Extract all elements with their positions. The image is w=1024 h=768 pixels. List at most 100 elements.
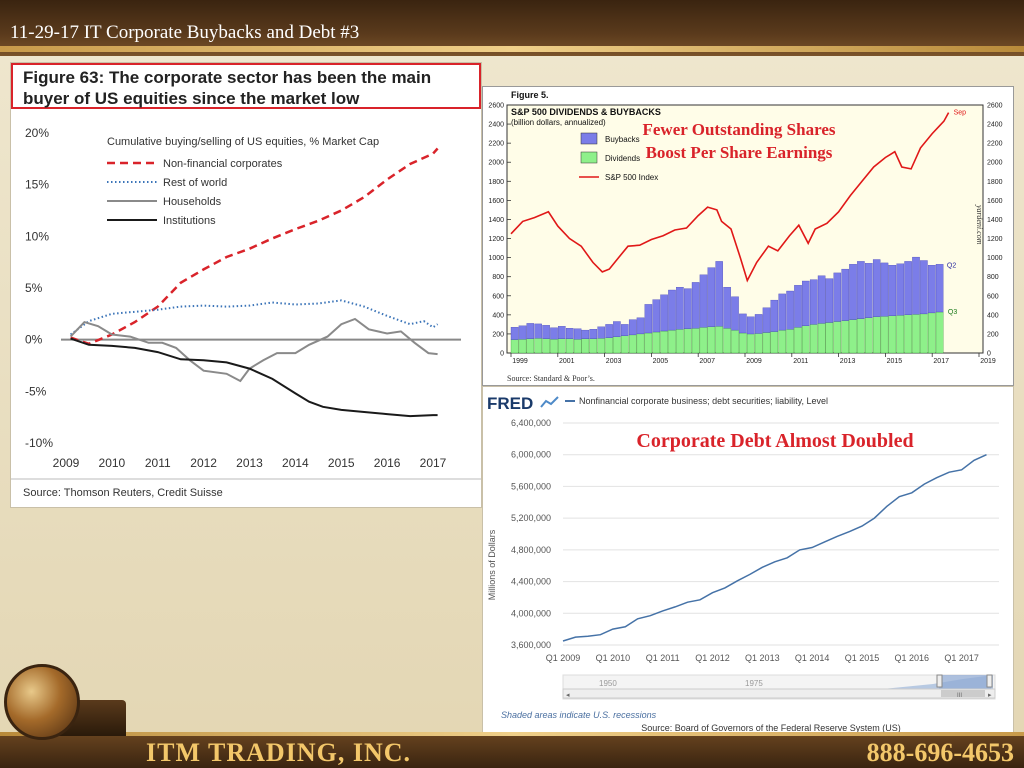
chart2-y-tick-label-right: 1000 <box>987 255 1003 262</box>
chart3-x-tick-label: Q1 2017 <box>944 653 979 663</box>
chart2-legend-swatch <box>580 151 598 164</box>
chart2-y-tick-label-left: 1400 <box>488 217 504 224</box>
chart2-dividends-bar <box>809 324 818 354</box>
chart1-y-tick-label: 20% <box>25 126 49 140</box>
chart2-buybacks-bar <box>739 313 747 334</box>
chart2-legend-dividends: Dividends <box>605 154 640 163</box>
chart2-dividends-bar <box>928 312 936 354</box>
figure63-source: Source: Thomson Reuters, Credit Suisse <box>23 487 223 499</box>
chart2-y-tick-label-left: 1200 <box>488 236 504 243</box>
chart2-dividends-bar <box>841 320 849 354</box>
chart2-legend-s-p-500-index: S&P 500 Index <box>605 173 658 182</box>
chart1-legend-rest-of-world: Rest of world <box>163 177 227 189</box>
top-banner <box>0 0 1024 56</box>
chart2-dividends-bar <box>739 332 747 354</box>
chart1-x-tick-label: 2013 <box>236 456 263 470</box>
chart2-dividends-bar <box>723 328 731 354</box>
chart1-x-tick-label: 2015 <box>328 456 355 470</box>
fred-scrollbar-thumb[interactable] <box>941 690 985 697</box>
chart2-annotation-q2: Q2 <box>947 262 956 269</box>
chart2-buybacks-bar <box>731 296 739 331</box>
chart2-dividends-bar <box>573 339 582 354</box>
fred-range-slider[interactable]: 1950 1975 ◂ ▸ III <box>562 674 996 700</box>
chart2-dividends-bar <box>920 313 928 354</box>
chart2-y-tick-label-right: 0 <box>987 351 991 358</box>
chart1-x-tick-label: 2009 <box>53 456 80 470</box>
fred-chart: FRED Nonfinancial corporate business; de… <box>487 394 999 733</box>
figure5-chart-subtitle: (billion dollars, annualized) <box>511 118 606 127</box>
chart2-buybacks-bar <box>802 280 810 326</box>
chart2-dividends-bar <box>636 333 645 354</box>
chart2-dividends-bar <box>888 315 897 354</box>
chart2-buybacks-bar <box>597 326 605 339</box>
chart2-buybacks-bar <box>510 327 519 340</box>
fred-scroll-left-arrow-icon[interactable]: ◂ <box>566 692 570 699</box>
fred-scrollbar-grip-icon: III <box>957 693 962 699</box>
chart1-y-tick-label: -5% <box>25 384 47 398</box>
chart2-dividends-bar <box>613 336 621 354</box>
fred-scroll-right-arrow-icon[interactable]: ▸ <box>988 692 992 699</box>
fred-shaded-note: Shaded areas indicate U.S. recessions <box>501 710 657 720</box>
chart1-series-non-financial-corporates <box>70 147 439 346</box>
chart2-y-tick-label-left: 1000 <box>488 255 504 262</box>
chart2-x-tick-label: 2019 <box>980 358 996 365</box>
figure5-panel: Figure 5. 0 0 200 200 400 400 600 600 800 800 1000… <box>482 86 1014 386</box>
chart3-x-tick-label: Q1 2011 <box>646 653 680 663</box>
chart2-dividends-bar <box>707 326 716 354</box>
chart2-dividends-bar <box>865 317 873 354</box>
figure5-source: Source: Standard & Poor’s. <box>507 374 595 383</box>
chart2-buybacks-bar <box>778 293 786 331</box>
chart2-y-tick-label-left: 800 <box>492 274 504 281</box>
chart2-buybacks-bar <box>872 259 881 317</box>
chart2-x-tick-label: 2003 <box>606 358 622 365</box>
chart2-buybacks-bar <box>613 321 621 337</box>
fred-slider-left-handle[interactable] <box>936 674 943 688</box>
chart2-y-tick-label-right: 2200 <box>987 141 1003 148</box>
chart2-dividends-bar <box>589 338 598 354</box>
chart2-dividends-bar <box>644 332 653 354</box>
chart2-y-tick-label-right: 1800 <box>987 179 1003 186</box>
chart2-buybacks-bar <box>770 299 779 332</box>
figure63-chart-subtitle: Cumulative buying/selling of US equities… <box>107 136 379 148</box>
chart2-buybacks-bar <box>904 261 912 315</box>
chart3-x-tick-label: Q1 2014 <box>795 653 830 663</box>
chart2-buybacks-bar <box>857 261 865 319</box>
chart2-dividends-bar <box>935 311 944 354</box>
chart2-y-tick-label-right: 600 <box>987 293 999 300</box>
chart3-y-tick-label: 4,000,000 <box>511 608 551 618</box>
chart1-y-tick-label: 5% <box>25 281 43 295</box>
chart2-buybacks-bar <box>534 323 542 339</box>
chart1-x-tick-label: 2014 <box>282 456 309 470</box>
chart2-buybacks-bar <box>786 290 794 330</box>
chart2-dividends-bar <box>778 329 786 354</box>
chart2-dividends-bar <box>912 314 920 354</box>
chart2-dividends-bar <box>542 338 550 354</box>
chart2-buybacks-bar <box>699 274 708 328</box>
chart2-dividends-bar <box>794 327 802 354</box>
chart2-dividends-bar <box>597 338 605 354</box>
chart2-dividends-bar <box>660 330 668 354</box>
chart1-x-tick-label: 2010 <box>99 456 126 470</box>
chart2-y-tick-label-left: 1600 <box>488 198 504 205</box>
chart2-dividends-bar <box>676 329 684 354</box>
chart2-buybacks-bar <box>794 285 802 328</box>
chart2-x-tick-label: 2005 <box>653 358 669 365</box>
fred-slider-right-handle[interactable] <box>986 674 993 688</box>
figure63-title: Figure 63: The corporate sector has been… <box>11 63 481 109</box>
chart1-legend-households: Households <box>163 196 222 208</box>
chart3-y-tick-label: 3,600,000 <box>511 640 551 650</box>
chart1-y-tick-label: 10% <box>25 229 49 243</box>
globe-icon <box>4 664 80 740</box>
chart2-buybacks-bar <box>912 256 920 315</box>
chart2-series-sp500-index <box>510 112 950 283</box>
chart1-y-tick-label: -10% <box>25 436 53 450</box>
chart2-y-tick-label-left: 600 <box>492 293 504 300</box>
chart2-dividends-bar <box>621 335 629 354</box>
chart2-buybacks-bar <box>558 326 566 339</box>
chart2-dividends-bar <box>550 339 558 354</box>
chart2-legend-buybacks: Buybacks <box>605 135 640 144</box>
chart2-dividends-bar <box>857 318 865 354</box>
chart2-buybacks-bar <box>644 304 653 334</box>
chart2-dividends-bar <box>754 333 763 354</box>
fred-scrollbar-track[interactable] <box>562 688 996 699</box>
